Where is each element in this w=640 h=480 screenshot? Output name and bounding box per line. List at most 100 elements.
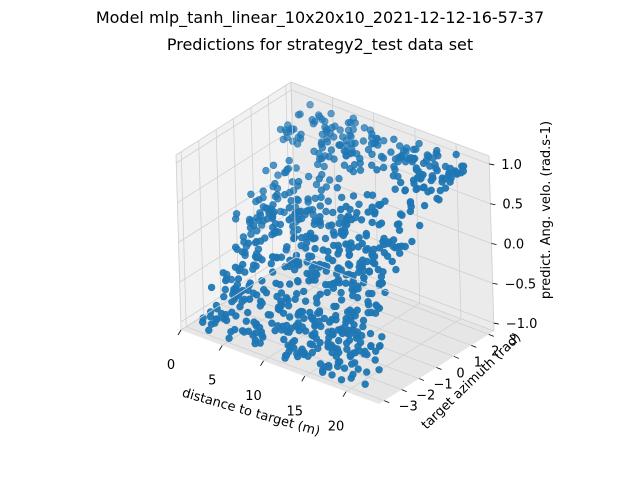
y-tick-label: 1 [474, 355, 482, 370]
data-point [359, 316, 368, 325]
data-point [340, 161, 349, 169]
data-point [318, 115, 326, 124]
data-point [232, 210, 241, 218]
data-point [219, 269, 228, 277]
data-point [327, 341, 336, 349]
data-point [363, 257, 371, 266]
data-point [378, 279, 386, 287]
data-point [307, 252, 316, 261]
data-point [350, 161, 359, 169]
data-point [262, 289, 271, 297]
data-point [285, 156, 293, 165]
data-point [355, 234, 363, 242]
data-point [389, 242, 397, 250]
data-point [355, 200, 363, 209]
data-point [378, 333, 386, 341]
data-point [294, 277, 302, 285]
data-point [269, 161, 278, 170]
data-point [327, 146, 336, 154]
y-tick-label: 3 [509, 333, 517, 348]
data-point [252, 254, 261, 262]
data-point [359, 322, 367, 331]
data-point [231, 243, 240, 251]
data-point [391, 165, 399, 174]
y-tick-label: 0 [456, 367, 464, 382]
data-point [342, 240, 350, 248]
data-point [212, 315, 221, 323]
data-point [343, 221, 351, 229]
data-point [337, 376, 346, 384]
data-point [315, 307, 324, 315]
data-point [316, 217, 324, 225]
data-point [451, 168, 459, 176]
data-point [296, 135, 305, 143]
y-tick-label: −1 [434, 378, 453, 393]
data-point [364, 145, 373, 154]
data-point [323, 288, 331, 297]
data-point [246, 279, 255, 287]
data-point [337, 325, 345, 333]
z-tick-label: 0.5 [502, 198, 523, 213]
data-point [379, 154, 388, 162]
data-point [368, 161, 376, 169]
data-point [354, 243, 362, 251]
data-point [247, 190, 255, 199]
data-point [304, 195, 312, 203]
data-point [306, 308, 314, 317]
data-point [331, 279, 339, 287]
data-point [396, 142, 404, 150]
data-point [303, 207, 311, 215]
data-point [324, 197, 332, 205]
pane-edge [290, 81, 490, 157]
data-point [336, 141, 345, 149]
data-point [408, 158, 416, 166]
pane-edge [290, 81, 297, 258]
data-point [353, 306, 361, 314]
data-point [391, 185, 399, 193]
data-point [365, 289, 373, 298]
data-point [349, 271, 357, 280]
data-point [265, 209, 273, 217]
x-tick-label: 0 [167, 358, 175, 373]
data-point [412, 164, 420, 172]
data-point [245, 295, 254, 303]
data-point [259, 203, 268, 211]
data-point [373, 302, 381, 310]
data-point [396, 210, 405, 218]
data-point [277, 297, 285, 305]
data-point [394, 157, 402, 166]
data-point [329, 330, 337, 339]
data-point [309, 235, 317, 243]
data-point [275, 228, 283, 236]
data-point [337, 288, 345, 297]
data-point [359, 137, 368, 145]
data-point [295, 215, 303, 224]
data-point [337, 229, 345, 238]
z-tick-label: −0.5 [505, 277, 537, 292]
data-point [244, 308, 252, 317]
data-point [273, 191, 281, 199]
data-point [302, 244, 310, 252]
data-point [234, 275, 243, 283]
data-point [415, 139, 423, 148]
y-tick-mark [471, 345, 477, 348]
data-point [368, 249, 377, 257]
data-point [375, 342, 384, 350]
data-point [280, 335, 288, 344]
data-point [335, 174, 343, 183]
data-point [330, 155, 338, 163]
data-point [316, 202, 324, 210]
data-point [274, 171, 282, 179]
data-point [316, 338, 324, 347]
data-point [362, 229, 370, 238]
data-point [342, 279, 350, 287]
data-point [301, 297, 310, 305]
data-point [367, 140, 376, 148]
data-point [374, 265, 382, 274]
data-point [371, 260, 379, 268]
data-point [306, 100, 314, 109]
data-point [380, 137, 388, 145]
data-point [334, 250, 342, 258]
data-point [412, 185, 420, 194]
